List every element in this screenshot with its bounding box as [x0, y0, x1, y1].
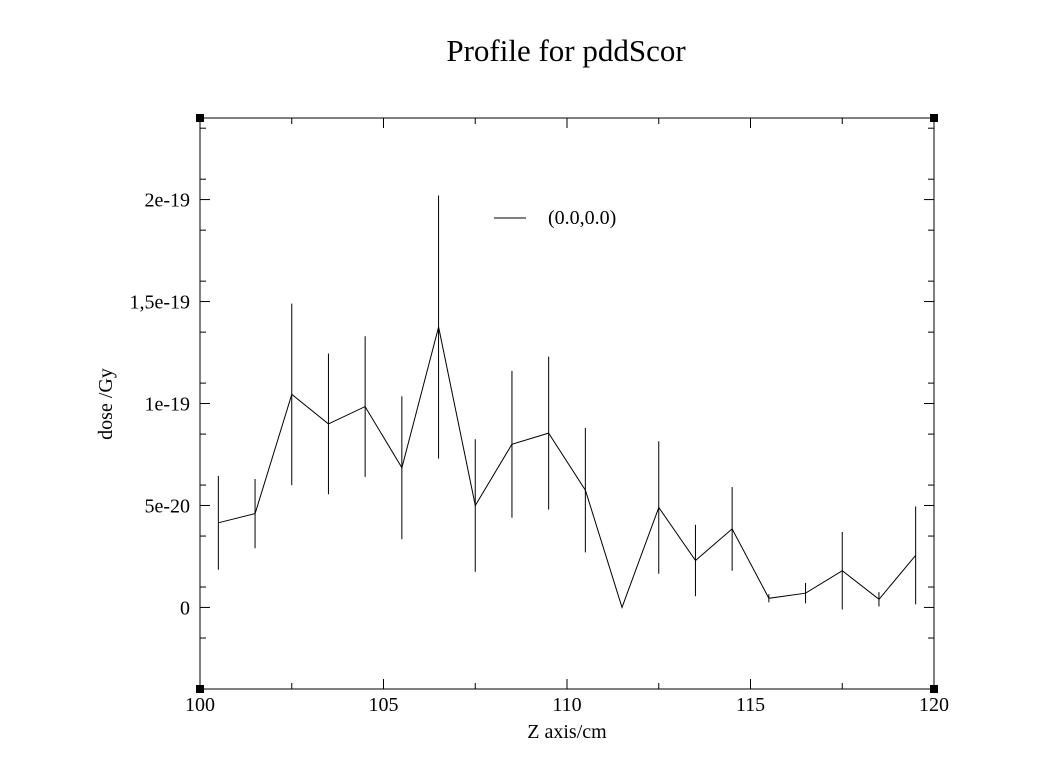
- y-tick-label: 2e-19: [144, 190, 190, 212]
- axis-ticks: [199, 118, 935, 690]
- series-line: [218, 326, 916, 609]
- x-tick-label: 120: [919, 694, 949, 716]
- legend: (0.0,0.0): [494, 207, 616, 229]
- axis-tick-labels: 100 105 110 115 120 0 5e-20 1e-19 1,5e-19 2e-19: [129, 190, 949, 716]
- chart-title: Profile for pddScor: [446, 33, 686, 68]
- x-axis-label: Z axis/cm: [527, 721, 607, 743]
- x-tick-label: 100: [185, 694, 215, 716]
- legend-label: (0.0,0.0): [548, 207, 616, 229]
- series-lines: [218, 326, 916, 609]
- y-tick-label: 5e-20: [144, 495, 190, 517]
- error-bars: [217, 195, 917, 610]
- plot-frame: [199, 117, 935, 690]
- y-axis-label: dose /Gy: [95, 368, 117, 440]
- x-tick-label: 115: [736, 694, 765, 716]
- y-tick-label: 1e-19: [144, 394, 190, 416]
- x-tick-label: 105: [369, 694, 399, 716]
- y-tick-label: 0: [180, 597, 190, 619]
- x-tick-label: 110: [552, 694, 581, 716]
- y-tick-label: 1,5e-19: [129, 292, 190, 314]
